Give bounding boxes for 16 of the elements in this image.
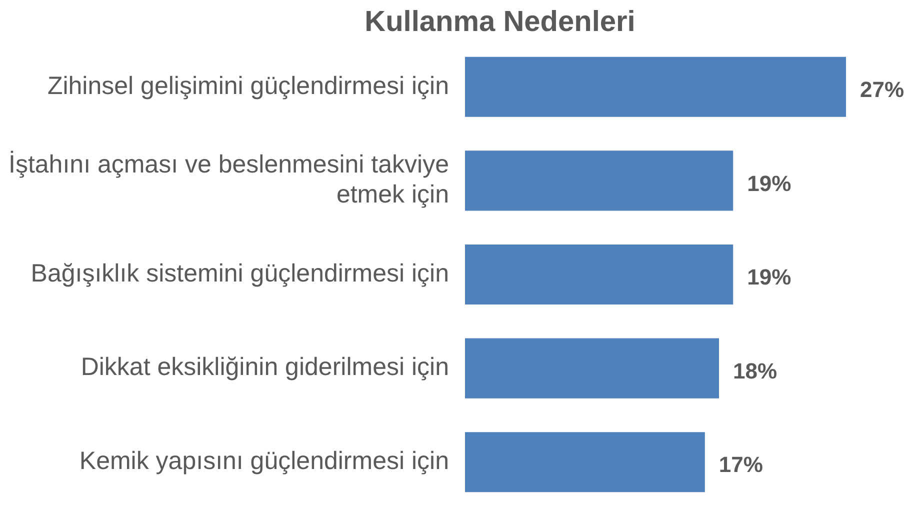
data-label: 19% [747,170,792,196]
data-label: 17% [718,452,763,478]
chart-title: Kullanma Nedenleri [364,5,636,40]
bar [465,432,705,492]
data-label: 19% [747,264,792,290]
bar [465,338,719,398]
data-label: 18% [733,358,778,384]
bar [465,56,846,117]
data-label: 27% [860,76,904,102]
y-tick-label: Dikkat eksikliğinin giderilmesi için [80,353,449,382]
y-tick-label: Bağışıklık sistemini güçlendirmesi için [30,259,449,288]
y-tick-label: İştahını açması ve beslenmesini takviye etmek için [8,150,449,209]
bar [465,150,734,211]
y-tick-label: Kemik yapısını güçlendirmesi için [79,446,449,475]
y-tick-label: Zihinsel gelişimini güçlendirmesi için [47,72,449,100]
bar [465,244,734,305]
